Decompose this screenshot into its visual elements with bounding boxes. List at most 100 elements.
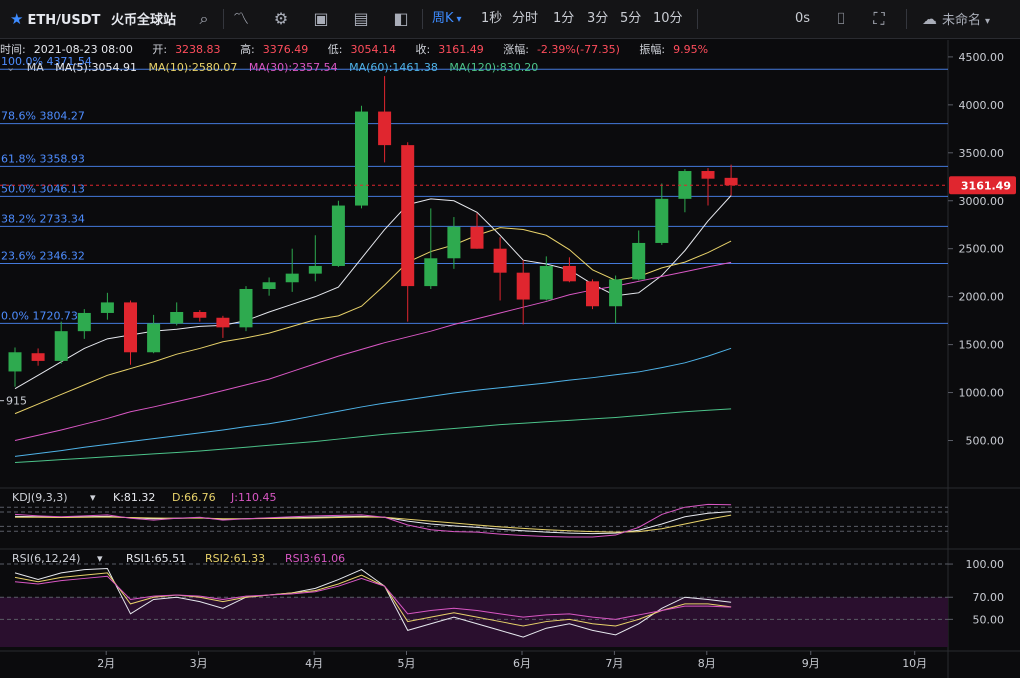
candle-body[interactable] [516, 272, 530, 300]
candle-body[interactable] [378, 111, 392, 146]
period-timeline[interactable]: 分时 [512, 11, 539, 26]
time-tick-label: 8月 [698, 657, 716, 670]
candle-body[interactable] [8, 352, 22, 372]
rsi-line-rsi2 [14, 572, 732, 627]
time-tick-label: 9月 [802, 657, 820, 670]
fib-label: 38.2% 2733.34 [1, 212, 85, 225]
close-label: 收: [415, 43, 431, 56]
candle-body[interactable] [331, 205, 345, 266]
ma-line-ma60 [14, 347, 732, 457]
rsi-line-rsi1 [14, 567, 732, 638]
last-price-tag [949, 176, 1016, 195]
period-weekly[interactable]: 周K ▾ [432, 0, 462, 38]
time-tick-label: 7月 [605, 657, 623, 670]
rsi-legend-title[interactable]: RSI(6,12,24) [12, 552, 80, 565]
fib-label: 100.0% 4371.54 [1, 55, 92, 68]
search-icon[interactable]: ⌕ [199, 9, 209, 28]
rsi-overbought-band [0, 597, 948, 647]
candle-body[interactable] [562, 265, 576, 282]
change-label: 涨幅: [503, 43, 529, 56]
candle-body[interactable] [193, 311, 207, 318]
kdj-legend-chevron-icon[interactable]: ▾ [90, 491, 96, 504]
time-tick-label: 6月 [513, 657, 531, 670]
candle-body[interactable] [31, 353, 45, 361]
template-icon[interactable]: ▤ [353, 9, 369, 28]
rsi-legend-chevron-icon[interactable]: ▾ [97, 552, 103, 565]
ma-line-ma120 [14, 408, 732, 464]
open-label: 开: [152, 43, 168, 56]
period-1s[interactable]: 1秒 [481, 11, 503, 26]
kdj-legend-title[interactable]: KDJ(9,3,3) [12, 491, 68, 504]
candle-body[interactable] [285, 273, 299, 283]
price-tick-label: 2500.00 [959, 243, 1005, 256]
rsi-legend-value: RSI1:65.51 [126, 552, 186, 565]
ma120-value: MA(120):830.20 [449, 61, 539, 74]
time-tick-label: 5月 [398, 657, 416, 670]
kdj-legend-value: D:66.76 [172, 491, 216, 504]
candle-body[interactable] [424, 258, 438, 287]
exchange-name: 火币全球站 [110, 13, 176, 28]
time-tick-label: 3月 [190, 657, 208, 670]
candle-body[interactable] [216, 317, 230, 328]
kdj-legend-value: K:81.32 [113, 491, 155, 504]
layout-name-button[interactable]: ☁ 未命名 ▾ [922, 0, 990, 38]
candle-body[interactable] [655, 198, 669, 243]
period-3m[interactable]: 3分 [587, 11, 609, 26]
ma5-value: MA(5):3054.91 [55, 61, 138, 74]
cloud-icon: ☁ [922, 10, 937, 28]
period-label: 周K [432, 11, 454, 26]
candle-body[interactable] [447, 226, 461, 259]
ma10-value: MA(10):2580.07 [148, 61, 238, 74]
symbol-selector[interactable]: ★ ETH/USDT 火币全球站 [10, 0, 176, 38]
candle-body[interactable] [493, 248, 507, 273]
toolbar-divider [422, 9, 423, 29]
price-tick-label: 3500.00 [959, 147, 1005, 160]
open-value: 3238.83 [175, 43, 221, 56]
candle-body[interactable] [77, 312, 91, 332]
favorite-star-icon[interactable]: ★ [10, 10, 24, 28]
candle-body[interactable] [54, 331, 68, 361]
fullscreen-icon[interactable]: ⛶ [873, 9, 885, 28]
change-value: -2.39%(-77.35) [536, 43, 620, 56]
countdown: 0s [795, 11, 811, 26]
candle-body[interactable] [401, 145, 415, 287]
price-tick-label: 4500.00 [959, 51, 1005, 64]
candle-body[interactable] [100, 302, 114, 313]
ma-line-ma10 [14, 227, 732, 415]
layout-icon[interactable]: ◧ [393, 9, 409, 28]
candle-body[interactable] [470, 226, 484, 249]
candle-body[interactable] [170, 311, 184, 324]
candle-body[interactable] [308, 265, 322, 274]
symbol-name: ETH/USDT [27, 13, 101, 28]
candle-body[interactable] [147, 323, 161, 353]
candle-body[interactable] [124, 302, 137, 353]
candle-body[interactable] [239, 288, 253, 328]
period-5m[interactable]: 5分 [620, 11, 642, 26]
candle-body[interactable] [262, 282, 276, 289]
candle-body[interactable] [539, 265, 553, 300]
candle-body[interactable] [632, 242, 646, 280]
collapse-chevron-icon[interactable]: ⌄ [6, 61, 16, 74]
kdj-line-j [14, 503, 732, 538]
time-tick-label: 4月 [305, 657, 323, 670]
camera-icon[interactable]: ⌷ [836, 9, 846, 28]
settings-icon[interactable]: ⚙ [273, 9, 289, 28]
chart-type-icon[interactable]: ▣ [313, 9, 329, 28]
ma-legend-title[interactable]: MA [26, 61, 44, 74]
period-1m[interactable]: 1分 [553, 11, 575, 26]
candle-body[interactable] [609, 279, 623, 307]
rsi-tick-label: 70.00 [973, 591, 1005, 604]
low-label: 低: [327, 43, 343, 56]
candle-body[interactable] [355, 111, 368, 206]
candle-body[interactable] [724, 177, 738, 186]
price-tick-label: 1500.00 [959, 339, 1005, 352]
kdj-legend-value: J:110.45 [230, 491, 276, 504]
candle-body[interactable] [586, 281, 599, 307]
toolbar-divider [223, 9, 224, 29]
indicator-icon[interactable]: 〽 [232, 9, 249, 28]
chart-background [0, 40, 1020, 678]
candle-body[interactable] [701, 171, 715, 179]
period-10m[interactable]: 10分 [653, 11, 683, 26]
